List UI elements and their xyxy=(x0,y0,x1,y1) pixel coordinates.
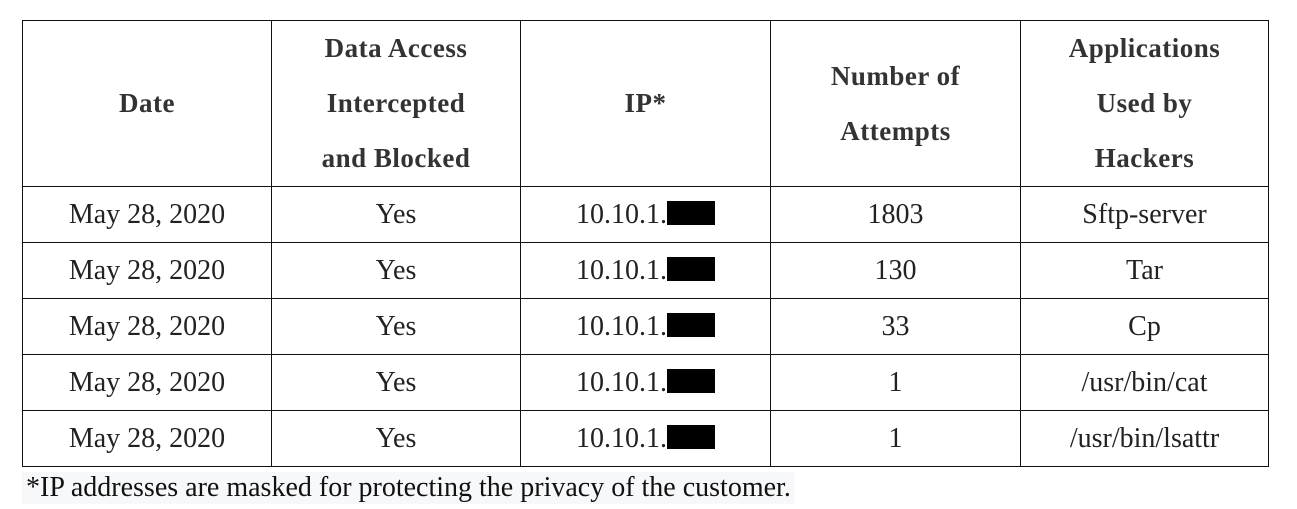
blocked-cell: Yes xyxy=(271,186,521,243)
application-cell: /usr/bin/lsattr xyxy=(1020,410,1269,467)
attempts-cell-text: 1 xyxy=(888,422,903,454)
attempts-cell: 1 xyxy=(770,410,1021,467)
attack-log-table: Date Data Access Intercepted and Blocked… xyxy=(22,20,1269,467)
application-cell-text: Sftp-server xyxy=(1082,198,1207,230)
attempts-cell: 1803 xyxy=(770,186,1021,243)
date-cell: May 28, 2020 xyxy=(22,410,272,467)
header-blocked: Data Access Intercepted and Blocked xyxy=(271,20,521,187)
redaction-mask xyxy=(667,424,715,449)
application-cell-text: /usr/bin/lsattr xyxy=(1069,422,1220,454)
ip-cell-text: 10.10.1. xyxy=(576,310,667,342)
date-cell: May 28, 2020 xyxy=(22,242,272,299)
blocked-cell-text: Yes xyxy=(375,422,417,454)
blocked-cell: Yes xyxy=(271,410,521,467)
attempts-cell: 130 xyxy=(770,242,1021,299)
header-row: Date Data Access Intercepted and Blocked… xyxy=(22,20,1269,187)
redaction-mask xyxy=(667,200,715,225)
table-row: May 28, 2020 Yes 10.10.1. 1803 Sftp-server xyxy=(22,186,1269,243)
header-applications: Applications Used by Hackers xyxy=(1020,20,1269,187)
ip-cell: 10.10.1. xyxy=(520,410,771,467)
ip-cell-text: 10.10.1. xyxy=(576,422,667,454)
redaction-mask xyxy=(667,256,715,281)
application-cell: Tar xyxy=(1020,242,1269,299)
application-cell: Cp xyxy=(1020,298,1269,355)
blocked-cell-text: Yes xyxy=(375,366,417,398)
date-cell: May 28, 2020 xyxy=(22,186,272,243)
application-cell-text: Cp xyxy=(1128,310,1161,342)
attempts-cell-text: 1803 xyxy=(867,198,924,230)
attempts-cell: 33 xyxy=(770,298,1021,355)
table-row: May 28, 2020 Yes 10.10.1. 1/usr/bin/lsattr xyxy=(22,410,1269,467)
date-cell-text: May 28, 2020 xyxy=(68,254,226,286)
application-cell: /usr/bin/cat xyxy=(1020,354,1269,411)
header-ip: IP* xyxy=(520,20,771,187)
date-cell: May 28, 2020 xyxy=(22,298,272,355)
footnote: *IP addresses are masked for protecting … xyxy=(22,472,795,504)
application-cell-text: /usr/bin/cat xyxy=(1081,366,1208,398)
blocked-cell: Yes xyxy=(271,298,521,355)
table-row: May 28, 2020 Yes 10.10.1. 1/usr/bin/cat xyxy=(22,354,1269,411)
blocked-cell-text: Yes xyxy=(375,310,417,342)
blocked-cell-text: Yes xyxy=(375,254,417,286)
header-date: Date xyxy=(22,20,272,187)
date-cell-text: May 28, 2020 xyxy=(68,366,226,398)
blocked-cell-text: Yes xyxy=(375,198,417,230)
attempts-cell: 1 xyxy=(770,354,1021,411)
attempts-cell-text: 33 xyxy=(881,310,910,342)
date-cell-text: May 28, 2020 xyxy=(68,422,226,454)
ip-cell-text: 10.10.1. xyxy=(576,254,667,286)
attempts-cell-text: 130 xyxy=(874,254,917,286)
ip-cell-text: 10.10.1. xyxy=(576,366,667,398)
redaction-mask xyxy=(667,368,715,393)
ip-cell: 10.10.1. xyxy=(520,298,771,355)
application-cell: Sftp-server xyxy=(1020,186,1269,243)
redaction-mask xyxy=(667,312,715,337)
blocked-cell: Yes xyxy=(271,242,521,299)
ip-cell: 10.10.1. xyxy=(520,186,771,243)
application-cell-text: Tar xyxy=(1126,254,1163,286)
blocked-cell: Yes xyxy=(271,354,521,411)
ip-cell: 10.10.1. xyxy=(520,354,771,411)
ip-cell: 10.10.1. xyxy=(520,242,771,299)
date-cell-text: May 28, 2020 xyxy=(68,198,226,230)
date-cell-text: May 28, 2020 xyxy=(68,310,226,342)
table-row: May 28, 2020 Yes 10.10.1. 33 Cp xyxy=(22,298,1269,355)
table-row: May 28, 2020 Yes 10.10.1. 130 Tar xyxy=(22,242,1269,299)
date-cell: May 28, 2020 xyxy=(22,354,272,411)
ip-cell-text: 10.10.1. xyxy=(576,198,667,230)
attempts-cell-text: 1 xyxy=(888,366,903,398)
header-attempts: Number of Attempts xyxy=(770,20,1021,187)
